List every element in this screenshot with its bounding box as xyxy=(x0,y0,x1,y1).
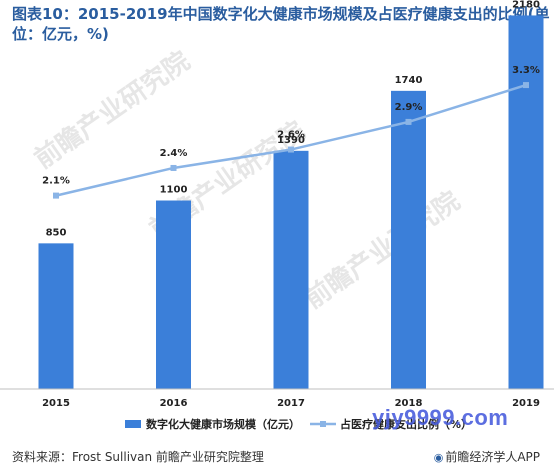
line-value-label-2015: 2.1% xyxy=(42,176,70,187)
legend-layer: 数字化大健康市场规模（亿元） 占医疗健康支出比例（%） xyxy=(125,417,472,431)
line-value-label-2019: 3.3% xyxy=(512,65,540,76)
chart-title-line2: 位：亿元，%) xyxy=(12,25,109,43)
line-value-label-2018: 2.9% xyxy=(395,102,423,113)
bar-value-label-2019: 2180 xyxy=(512,0,540,10)
line-point-2019 xyxy=(523,82,529,89)
bar-2019 xyxy=(508,15,544,390)
bar-value-label-2017: 1390 xyxy=(277,135,305,146)
x-tick-label-2015: 2015 xyxy=(42,398,70,409)
site-watermark: yjy9999.com xyxy=(372,405,509,430)
line-point-2018 xyxy=(405,118,412,125)
line-point-2015 xyxy=(53,192,59,199)
bar-value-label-2016: 1100 xyxy=(160,185,188,196)
x-tick-label-2017: 2017 xyxy=(277,398,305,409)
legend-line-label: 占医疗健康支出比例（%） xyxy=(340,417,472,431)
line-layer: 2.1% 2.4% 2.6% 2.9% 3.3% xyxy=(42,65,540,199)
x-tick-label-2016: 2016 xyxy=(160,398,188,409)
legend-bar-label: 数字化大健康市场规模（亿元） xyxy=(146,417,300,431)
source-note: 资料来源：Frost Sullivan 前瞻产业研究院整理 xyxy=(12,450,264,464)
line-value-label-2017: 2.6% xyxy=(277,130,305,141)
x-tick-label-2018: 2018 xyxy=(395,398,423,409)
chart-title: 图表10：2015-2019年中国数字化大健康市场规模及占医疗健康支出的比例(单… xyxy=(12,4,550,44)
bar-2015 xyxy=(38,243,74,389)
bar-value-label-2015: 850 xyxy=(46,227,67,238)
bar-2017 xyxy=(273,150,309,389)
legend-bar-swatch xyxy=(125,420,141,428)
line-point-2016 xyxy=(170,164,177,171)
chart-title-line1: 图表10：2015-2019年中国数字化大健康市场规模及占医疗健康支出的比例(单 xyxy=(12,5,550,23)
axis-layer: 2015 2016 2017 2018 2019 xyxy=(0,388,554,409)
brand-logo-icon: ◉ xyxy=(433,451,444,464)
brand-label: 前瞻经济学人APP xyxy=(445,450,540,464)
bars-layer: 850 1100 1390 1740 2180 xyxy=(38,0,544,390)
brand-credit: ◉ 前瞻经济学人APP xyxy=(434,448,540,465)
x-tick-label-2019: 2019 xyxy=(512,398,540,409)
bar-value-label-2018: 1740 xyxy=(395,75,423,86)
line-value-label-2016: 2.4% xyxy=(160,148,188,159)
line-point-2017 xyxy=(288,146,294,153)
bar-2018 xyxy=(391,90,426,389)
bar-2016 xyxy=(156,200,191,389)
legend-line-marker xyxy=(320,421,326,427)
